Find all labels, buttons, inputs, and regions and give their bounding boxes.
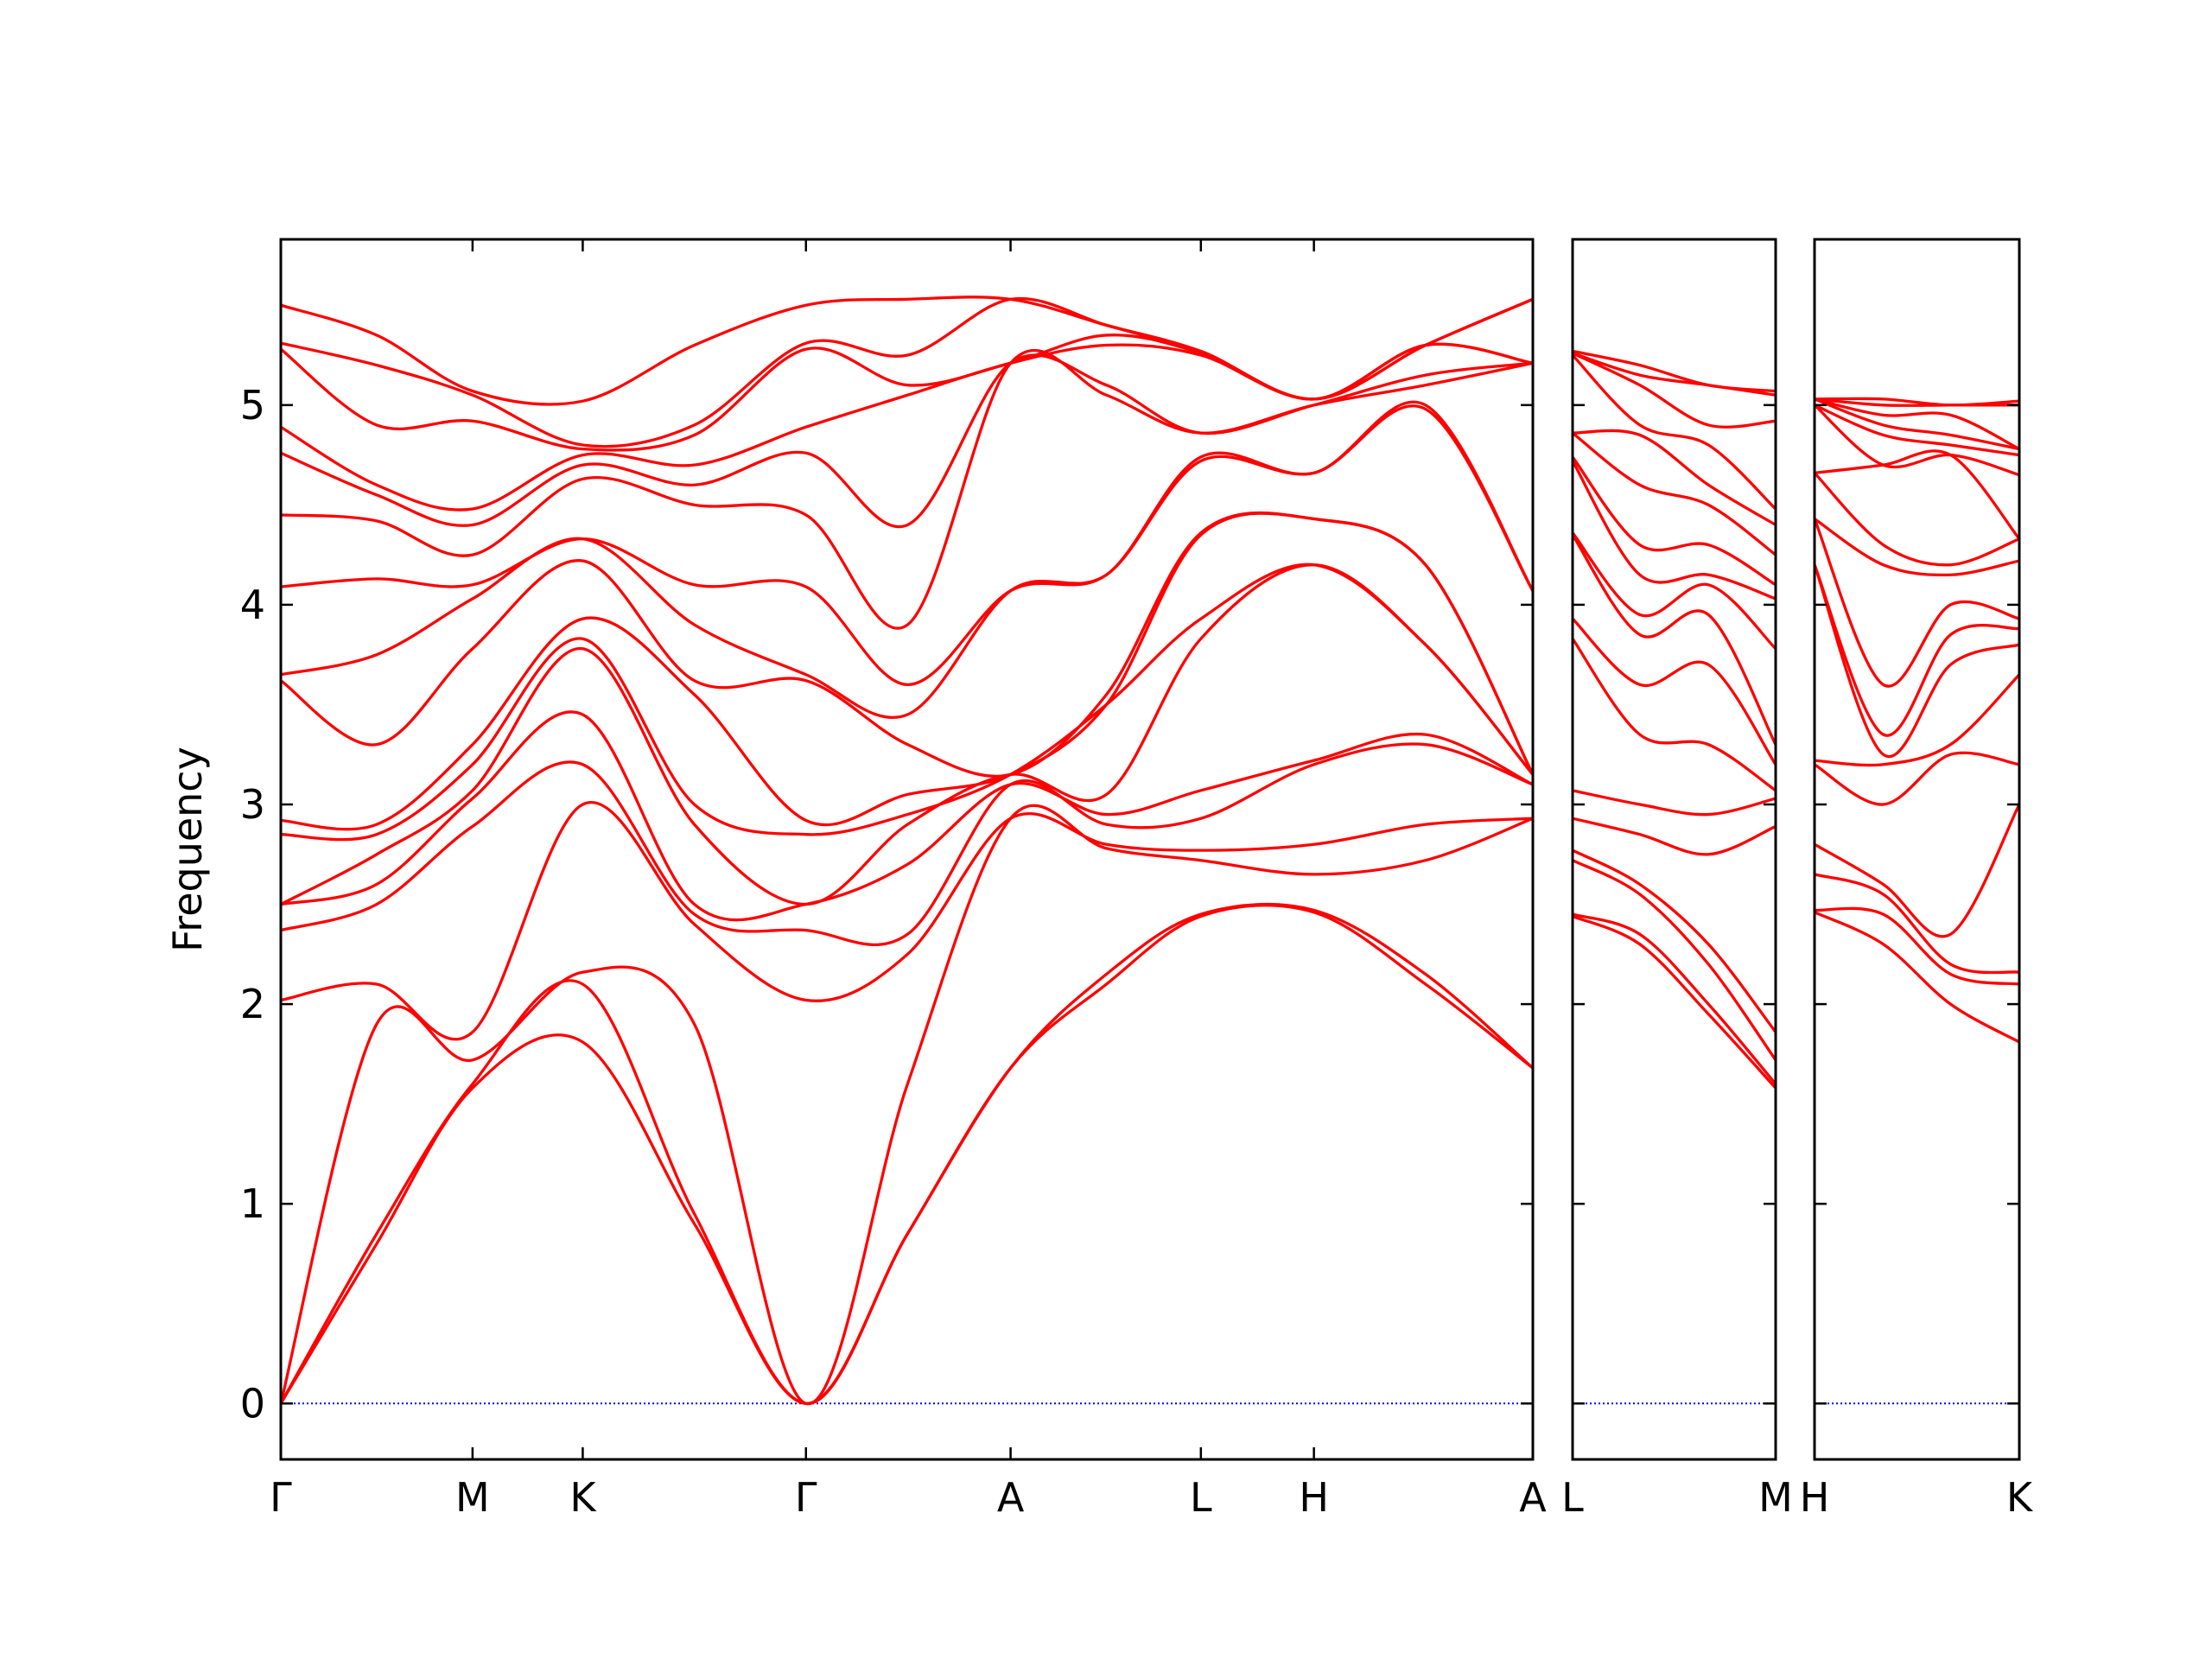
band-line (1571, 460, 1777, 601)
band-line (1571, 638, 1777, 792)
y-tick-label: 5 (240, 382, 265, 429)
band-line (1572, 789, 1777, 817)
band-line (1814, 804, 2021, 938)
x-tick-label: K (569, 1474, 597, 1521)
y-axis-label: Frequency (164, 747, 211, 952)
band-line (1572, 429, 1777, 526)
band-line (1814, 397, 2020, 451)
x-tick-label: Γ (270, 1474, 292, 1521)
band-line (1814, 911, 2020, 1044)
band-line (1813, 472, 2020, 567)
axes-frame (279, 238, 1535, 1461)
band-line (1571, 534, 1777, 746)
x-tick-label: K (2006, 1474, 2034, 1521)
x-tick-label: H (1800, 1474, 1830, 1521)
x-tick-label: A (1519, 1474, 1547, 1521)
x-tick-label: L (1561, 1474, 1584, 1521)
x-tick-label: M (455, 1474, 490, 1521)
band-line (1814, 751, 2020, 806)
band-line (1572, 849, 1777, 1033)
band-line (1814, 673, 2021, 767)
x-tick-label: L (1190, 1474, 1212, 1521)
x-tick-label: M (1758, 1474, 1793, 1521)
band-line (1571, 617, 1777, 766)
band-line (1572, 859, 1777, 1061)
axes-frame (1813, 238, 2021, 1461)
band-line (1814, 518, 2020, 577)
band-line (1572, 817, 1777, 856)
band-line (1814, 397, 2019, 407)
y-tick-label: 3 (240, 781, 265, 828)
band-line (1814, 404, 2020, 457)
band-line (280, 400, 1535, 686)
band-line (280, 296, 1534, 448)
y-tick-label: 1 (240, 1180, 265, 1227)
band-line (1813, 518, 2020, 688)
band-line (280, 353, 1534, 529)
y-tick-label: 0 (240, 1380, 265, 1427)
band-line (1572, 352, 1777, 429)
x-tick-label: H (1299, 1474, 1329, 1521)
band-line (1572, 914, 1777, 1090)
band-line (1814, 873, 2020, 975)
band-line (1813, 564, 2020, 759)
band-line (280, 801, 1534, 1041)
band-line (280, 296, 1534, 406)
band-line (1572, 349, 1777, 393)
band-line (280, 512, 1535, 831)
band-line (280, 742, 1534, 947)
band-line (1813, 404, 2020, 477)
band-line (1813, 564, 2020, 737)
band-line (1571, 531, 1777, 650)
band-line (1814, 397, 2020, 451)
band-line (1814, 449, 2021, 540)
band-line (280, 342, 1534, 512)
axes-frame (1571, 238, 1777, 1461)
x-tick-label: A (997, 1474, 1025, 1521)
x-tick-label: Γ (795, 1474, 817, 1521)
band-line (280, 511, 1535, 779)
band-line (280, 563, 1535, 842)
y-tick-label: 2 (240, 981, 265, 1027)
band-line (1572, 912, 1777, 1085)
band-line (280, 710, 1534, 922)
band-line (279, 902, 1535, 1405)
band-line (1814, 906, 2020, 986)
band-line (1571, 353, 1777, 511)
band-line (280, 563, 1535, 906)
band-line (279, 804, 1534, 1405)
band-line (1571, 455, 1777, 587)
band-line (1571, 431, 1777, 556)
band-line (1814, 397, 2020, 407)
band-line (279, 904, 1535, 1405)
y-tick-label: 4 (240, 582, 265, 628)
